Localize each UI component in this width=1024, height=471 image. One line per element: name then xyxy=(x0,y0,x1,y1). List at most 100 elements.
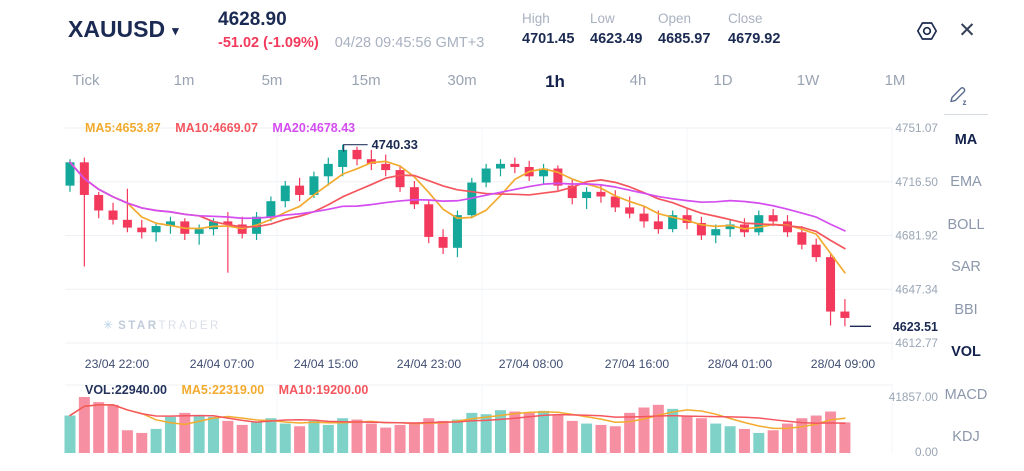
volume-bar xyxy=(380,427,392,453)
symbol-name: XAUUSD xyxy=(68,16,166,42)
volume-bar xyxy=(767,430,779,453)
candle-body xyxy=(137,227,147,233)
candle-body xyxy=(783,221,792,233)
price-ma-legend: MA5:4653.87 MA10:4669.07 MA20:4678.43 xyxy=(85,121,366,135)
candle-body xyxy=(625,207,635,214)
high-marker-line xyxy=(343,144,368,152)
price-subrow: -51.02 (-1.09%) 04/28 09:45:56 GMT+3 xyxy=(218,35,484,51)
sidebar-item-bbi[interactable]: BBI xyxy=(954,302,978,318)
candle-body xyxy=(768,215,778,222)
volume-bar xyxy=(394,424,406,453)
last-price: 4628.90 xyxy=(218,9,287,30)
candle-body xyxy=(352,149,362,160)
candle-body xyxy=(452,215,462,248)
time-axis-label: 24/04 15:00 xyxy=(294,357,359,371)
candle-body xyxy=(826,257,836,312)
stat-high-label: High xyxy=(522,11,550,26)
time-axis-label: 27/04 16:00 xyxy=(605,357,670,371)
time-axis-label: 28/04 09:00 xyxy=(811,357,876,371)
candle-body xyxy=(223,221,233,225)
volume-bar xyxy=(738,428,750,453)
vol-ma5-label: MA5:22319.00 xyxy=(181,383,265,397)
candle-body xyxy=(395,170,405,188)
sidebar-item-macd[interactable]: MACD xyxy=(944,387,988,403)
stat-low-value: 4623.49 xyxy=(590,31,643,47)
draw-tools-icon[interactable]: z xyxy=(946,84,970,108)
candle-body xyxy=(610,196,620,208)
stat-close-label: Close xyxy=(728,11,763,26)
candle-body xyxy=(481,168,491,183)
volume-bar xyxy=(466,412,478,453)
time-axis-label: 24/04 07:00 xyxy=(190,357,255,371)
sidebar-divider xyxy=(944,114,988,115)
volume-bar xyxy=(121,430,133,453)
volume-bar xyxy=(581,423,593,453)
tab-1w[interactable]: 1W xyxy=(796,72,820,89)
candle-body xyxy=(567,185,577,199)
tab-15m[interactable]: 15m xyxy=(351,72,381,89)
sidebar-item-ma[interactable]: MA xyxy=(954,132,978,148)
volume-bar xyxy=(825,411,837,453)
tab-tick[interactable]: Tick xyxy=(72,72,100,89)
vol-ma10-label: MA10:19200.00 xyxy=(278,383,369,397)
volume-bar xyxy=(408,422,420,453)
volume-bar xyxy=(724,426,736,453)
sidebar-item-boll[interactable]: BOLL xyxy=(947,217,985,233)
volume-bar xyxy=(480,414,492,453)
volume-bar xyxy=(279,423,291,453)
volume-bar xyxy=(552,415,564,453)
high-marker-label: 4740.33 xyxy=(372,137,418,152)
time-axis-label: 28/04 01:00 xyxy=(708,357,773,371)
stat-close-value: 4679.92 xyxy=(728,31,781,47)
volume-ma10-line xyxy=(69,404,846,425)
volume-bar xyxy=(566,420,578,453)
tab-4h[interactable]: 4h xyxy=(629,72,647,89)
candle-body xyxy=(438,236,448,248)
candle-body xyxy=(797,232,807,245)
volume-bar xyxy=(796,418,808,453)
candle-body xyxy=(539,168,549,177)
star-icon: ✳ xyxy=(103,318,114,332)
chart-canvas[interactable]: 4740.33 4623.51 4751.07 4716.50 4681.92 4647.… xyxy=(0,111,1024,471)
volume-bar xyxy=(107,404,119,453)
sidebar-item-sar[interactable]: SAR xyxy=(951,259,981,275)
symbol-selector[interactable]: XAUUSD ▾ xyxy=(68,16,179,43)
candle-body xyxy=(596,191,606,197)
volume-bar xyxy=(695,418,707,453)
tab-1m-month[interactable]: 1M xyxy=(884,72,906,89)
tab-5m[interactable]: 5m xyxy=(261,72,283,89)
candle-body xyxy=(496,163,505,169)
settings-icon[interactable] xyxy=(914,18,940,44)
candle-body xyxy=(266,201,276,217)
candle-body xyxy=(122,219,132,228)
candle-body xyxy=(682,215,692,223)
tab-1h[interactable]: 1h xyxy=(545,72,565,91)
svg-text:z: z xyxy=(963,98,967,107)
volume-bar xyxy=(322,424,334,453)
sidebar-item-ema[interactable]: EMA xyxy=(950,174,982,190)
volume-bar xyxy=(308,420,320,453)
price-axis-label: 4612.77 xyxy=(895,336,938,350)
candle-body xyxy=(424,204,434,237)
tab-1d[interactable]: 1D xyxy=(713,72,733,89)
candle-body xyxy=(65,162,75,186)
volume-bar xyxy=(451,419,463,453)
volume-bar xyxy=(251,422,263,453)
candle-body xyxy=(165,221,175,227)
volume-bar xyxy=(437,420,449,453)
candle-body xyxy=(280,185,290,202)
sidebar-item-kdj[interactable]: KDJ xyxy=(952,429,980,445)
volume-bar xyxy=(236,424,248,453)
volume-bar xyxy=(509,411,521,453)
stat-high-value: 4701.45 xyxy=(522,31,575,47)
volume-bar xyxy=(538,410,550,453)
candle-body xyxy=(811,244,821,258)
volume-axis-label: 41857.00 xyxy=(889,390,939,404)
tab-30m[interactable]: 30m xyxy=(447,72,477,89)
close-icon[interactable]: ✕ xyxy=(958,19,976,42)
time-axis-label: 23/04 22:00 xyxy=(85,357,150,371)
tab-1m[interactable]: 1m xyxy=(173,72,195,89)
sidebar-item-vol[interactable]: VOL xyxy=(951,344,981,360)
volume-bar xyxy=(222,420,234,453)
volume-bar xyxy=(337,418,349,453)
